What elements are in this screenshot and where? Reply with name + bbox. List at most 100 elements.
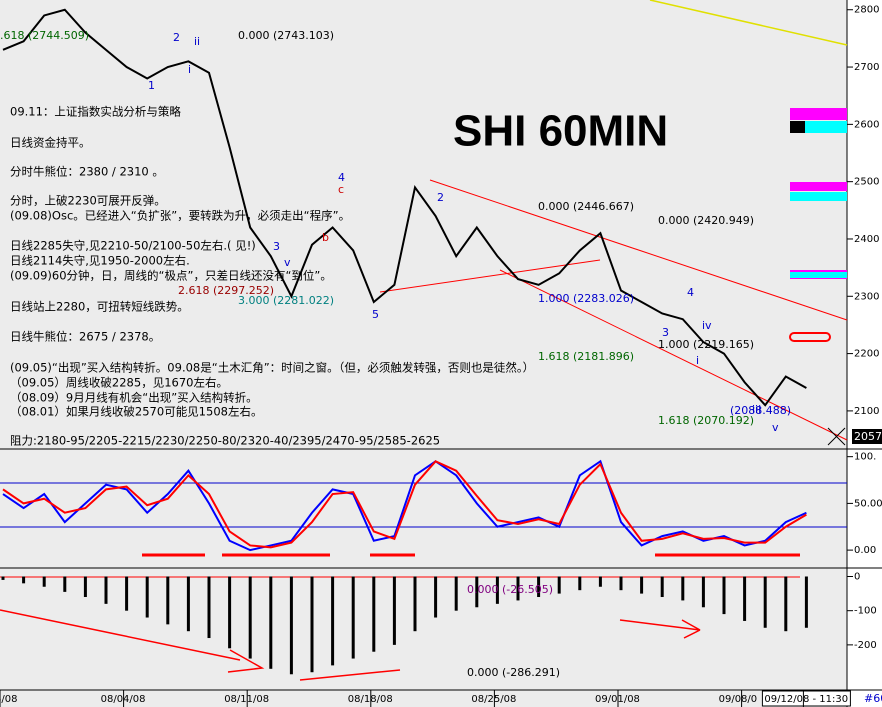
x-tick-label: 08/04/08	[101, 694, 146, 705]
y-tick-label: 2400	[854, 234, 879, 245]
bar	[289, 576, 293, 675]
wave-label: v	[772, 421, 779, 434]
fib-label: 1.000 (2219.165)	[658, 338, 754, 351]
fib-label: 0.000 (2420.949)	[658, 214, 754, 227]
bar	[763, 576, 767, 628]
bar	[722, 576, 726, 615]
series-line	[2, 460, 807, 549]
wave-label: 2	[173, 31, 180, 44]
bar	[125, 576, 129, 611]
fib-label: 0.000 (-26.505)	[467, 583, 553, 596]
wave-label: iii	[752, 403, 761, 416]
note: 日线2285失守,见2210-50/2100-50左右.( 见!)	[10, 239, 256, 253]
fib-label: (2088.488)	[730, 404, 791, 417]
wave-label: 1	[148, 79, 155, 92]
zone	[789, 332, 831, 342]
wave-label: ii	[194, 35, 200, 48]
note: (09.09)60分钟，日，周线的“极点”，只差日线还没有“到位”。	[10, 269, 332, 283]
wave-label: 2	[437, 191, 444, 204]
y-tick-label: 0.00	[854, 545, 876, 556]
note: 日线2114失守,见1950-2000左右.	[10, 254, 190, 268]
zone	[790, 182, 847, 191]
zone	[790, 192, 847, 201]
fib-label: 1.618 (2070.192)	[658, 414, 754, 427]
zone	[790, 272, 847, 278]
trend-line	[429, 179, 848, 321]
fib-label: 1.000 (2283.026)	[538, 292, 634, 305]
wave-label: v	[284, 256, 291, 269]
y-tick-label: 2600	[854, 119, 879, 130]
last-price: 2057.	[854, 430, 882, 443]
x-tick-label: 09/01/08	[595, 694, 640, 705]
note: 日线站上2280，可扭转短线跌势。	[10, 300, 189, 314]
x-tick-label: 8/08	[0, 694, 17, 705]
bar	[495, 576, 499, 604]
wave-label: iv	[702, 319, 712, 332]
bar	[434, 576, 438, 618]
price-box	[852, 429, 882, 444]
note: 09.11：上证指数实战分析与策略	[10, 105, 181, 119]
bar	[310, 576, 314, 673]
bar	[248, 576, 252, 659]
wave-label: 4	[338, 171, 345, 184]
note: （09.05）周线收破2285，见1670左右。	[10, 376, 228, 390]
note: (09.05)“出现”买入结构转折。09.08是“土木汇角”：时间之窗。（但，必…	[10, 361, 534, 375]
x-tick-label: 08/11/08	[224, 694, 269, 705]
bar	[331, 576, 335, 666]
bar	[42, 576, 46, 587]
y-tick-label: 2700	[854, 62, 879, 73]
bar	[1, 576, 5, 580]
fib-label: 0.000 (2446.667)	[538, 200, 634, 213]
trend-line	[379, 259, 601, 293]
wave-label: b	[322, 231, 329, 244]
bar	[681, 576, 685, 601]
bar	[784, 576, 788, 632]
wave-label: i	[188, 63, 191, 76]
chart-title: SHI 60MIN	[453, 107, 668, 156]
bar	[372, 576, 376, 652]
bar	[166, 576, 170, 625]
note: 分时牛熊位：2380 / 2310 。	[10, 165, 164, 179]
y-tick-label: 2500	[854, 177, 879, 188]
y-tick-label: 0	[854, 571, 860, 582]
bar	[413, 576, 417, 632]
bar	[619, 576, 623, 591]
bar	[743, 576, 747, 621]
y-tick-label: 2800	[854, 5, 879, 16]
cross	[827, 427, 846, 446]
note: 日线资金持平。	[10, 136, 91, 150]
y-tick-label: 2100	[854, 406, 879, 417]
wave-label: i	[696, 354, 699, 367]
bar	[660, 576, 664, 598]
y-tick-label: 2300	[854, 291, 879, 302]
fib-label: 1.618 (2181.896)	[538, 350, 634, 363]
x-tick-label: 08/25/08	[471, 694, 516, 705]
y-tick-label: -200	[854, 640, 877, 651]
note: （08.09）9月月线有机会“出现”买入结构转折。	[10, 391, 258, 405]
fib-label: 0.000 (2743.103)	[238, 29, 334, 42]
bar	[392, 576, 396, 645]
y-tick-label: 2200	[854, 349, 879, 360]
trend-line	[499, 269, 848, 441]
wave-label: 3	[273, 240, 280, 253]
note: （08.01）如果月线收破2570可能见1508左右。	[10, 405, 262, 419]
fib-label: 2.618 (2297.252)	[178, 284, 274, 297]
bar	[104, 576, 108, 604]
zone	[790, 108, 847, 120]
bar	[22, 576, 26, 584]
series-line	[2, 8, 807, 407]
fib-label: .618 (2744.509)	[0, 29, 89, 42]
corner-label: #60	[864, 692, 882, 705]
bar	[269, 576, 273, 669]
bar	[63, 576, 67, 592]
note: 分时，上破2230可展开反弹。	[10, 194, 166, 208]
x-tick-label: 09/08/0	[719, 694, 758, 705]
bar	[804, 576, 808, 628]
zone	[805, 121, 847, 133]
wave-label: 4	[687, 286, 694, 299]
bar	[557, 576, 561, 594]
bar	[537, 576, 541, 598]
arrow	[0, 609, 701, 681]
y-tick-label: -100	[854, 606, 877, 617]
